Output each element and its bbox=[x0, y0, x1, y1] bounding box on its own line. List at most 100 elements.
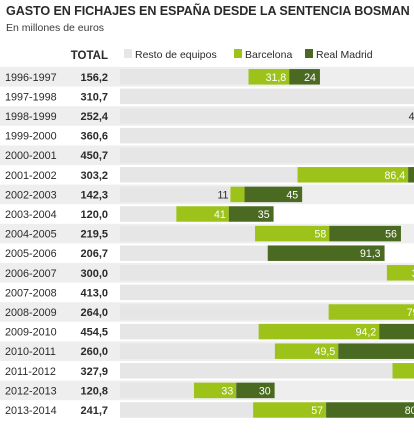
legend-label: Real Madrid bbox=[316, 49, 373, 61]
bar-barcelona bbox=[274, 343, 339, 359]
value-label-barcelona: 94,2 bbox=[356, 327, 377, 339]
bar-madrid bbox=[379, 323, 414, 340]
bar-resto bbox=[120, 323, 259, 340]
bar-madrid bbox=[289, 69, 320, 85]
legend-label: Barcelona bbox=[245, 49, 292, 61]
total-value: 303,2 bbox=[80, 170, 108, 182]
season-label: 2010-2011 bbox=[5, 346, 56, 358]
bar-barcelona bbox=[255, 225, 330, 242]
bar-barcelona bbox=[386, 265, 414, 281]
total-value: 327,9 bbox=[80, 366, 108, 378]
value-label-barcelona: 41 bbox=[214, 209, 226, 221]
season-label: 2011-2012 bbox=[5, 366, 56, 378]
total-value: 413,0 bbox=[80, 287, 108, 299]
value-label-barcelona: 31 bbox=[412, 268, 414, 280]
bar-barcelona bbox=[248, 69, 290, 85]
bar-barcelona bbox=[258, 323, 380, 340]
chart-subtitle: En millones de euros bbox=[6, 22, 105, 34]
total-value: 252,4 bbox=[80, 111, 108, 123]
total-value: 120,0 bbox=[80, 209, 108, 221]
value-label-barcelona: 79,5 bbox=[407, 307, 414, 319]
bar-resto bbox=[120, 402, 254, 418]
season-label: 2006-2007 bbox=[5, 268, 57, 280]
total-value: 120,8 bbox=[80, 385, 108, 397]
value-label-madrid: 24 bbox=[304, 72, 316, 84]
bar-resto bbox=[120, 108, 414, 124]
bar-barcelona bbox=[328, 304, 414, 320]
bar-madrid bbox=[267, 245, 385, 261]
bar-resto bbox=[120, 225, 256, 242]
season-label: 2002-2003 bbox=[5, 189, 57, 201]
value-label-barcelona: 49,5 bbox=[315, 346, 336, 358]
legend-label: Resto de equipos bbox=[135, 49, 217, 61]
chart-title: GASTO EN FICHAJES EN ESPAÑA DESDE LA SEN… bbox=[6, 4, 410, 18]
bar-barcelona bbox=[193, 382, 237, 399]
value-label-madrid: 35 bbox=[258, 209, 270, 221]
value-label-barcelona: 33 bbox=[221, 385, 233, 397]
bar-madrid bbox=[326, 402, 414, 418]
bar-resto bbox=[120, 304, 329, 320]
total-value: 219,5 bbox=[80, 229, 108, 241]
season-label: 2001-2002 bbox=[5, 170, 57, 182]
value-label-barcelona: 4,2 bbox=[409, 111, 414, 123]
total-value: 360,6 bbox=[80, 131, 108, 143]
value-label-barcelona: 86,4 bbox=[385, 170, 406, 182]
bar-madrid bbox=[408, 167, 414, 183]
season-label: 1999-2000 bbox=[5, 131, 57, 143]
total-value: 310,7 bbox=[80, 91, 108, 103]
bar-barcelona bbox=[392, 363, 414, 379]
bar-madrid bbox=[236, 382, 275, 399]
legend-swatch bbox=[305, 49, 313, 58]
season-label: 2013-2014 bbox=[5, 405, 57, 417]
total-value: 450,7 bbox=[80, 150, 108, 162]
total-value: 454,5 bbox=[80, 327, 108, 339]
bar-resto bbox=[120, 245, 268, 261]
total-value: 260,0 bbox=[80, 346, 108, 358]
bar-barcelona bbox=[230, 186, 245, 203]
value-label-barcelona: 31,8 bbox=[266, 72, 287, 84]
total-value: 264,0 bbox=[80, 307, 108, 319]
bar-barcelona bbox=[176, 206, 229, 222]
legend-swatch bbox=[234, 49, 242, 58]
value-label-barcelona: 11 bbox=[217, 189, 228, 201]
season-label: 1996-1997 bbox=[5, 72, 57, 84]
bar-resto bbox=[120, 265, 387, 281]
bar-resto bbox=[120, 88, 414, 105]
bar-resto bbox=[120, 127, 414, 144]
value-label-madrid: 56 bbox=[385, 229, 397, 241]
season-label: 1997-1998 bbox=[5, 91, 57, 103]
total-value: 300,0 bbox=[80, 268, 108, 280]
season-label: 2000-2001 bbox=[5, 150, 57, 162]
bar-resto bbox=[120, 284, 414, 301]
legend-swatch bbox=[124, 49, 132, 58]
season-label: 2004-2005 bbox=[5, 229, 57, 241]
value-label-madrid: 91,3 bbox=[360, 248, 381, 260]
bar-resto bbox=[120, 382, 194, 399]
season-label: 2009-2010 bbox=[5, 327, 57, 339]
season-label: 2008-2009 bbox=[5, 307, 57, 319]
bar-resto bbox=[120, 147, 414, 163]
bar-resto bbox=[120, 363, 393, 379]
bar-resto bbox=[120, 167, 298, 183]
value-label-madrid: 80,7 bbox=[405, 405, 414, 417]
bar-resto bbox=[120, 186, 231, 203]
season-label: 2005-2006 bbox=[5, 248, 57, 260]
bar-resto bbox=[120, 343, 275, 359]
bar-madrid bbox=[338, 343, 414, 359]
bar-madrid bbox=[329, 225, 401, 242]
bar-resto bbox=[120, 206, 177, 222]
value-label-barcelona: 58 bbox=[314, 229, 326, 241]
total-value: 241,7 bbox=[80, 405, 108, 417]
season-label: 2012-2013 bbox=[5, 385, 57, 397]
bar-madrid bbox=[244, 186, 303, 203]
bar-resto bbox=[120, 69, 249, 85]
bar-madrid bbox=[228, 206, 274, 222]
value-label-madrid: 30 bbox=[259, 385, 271, 397]
season-label: 2003-2004 bbox=[5, 209, 57, 221]
season-label: 1998-1999 bbox=[5, 111, 57, 123]
total-value: 156,2 bbox=[80, 72, 108, 84]
total-value: 142,3 bbox=[80, 189, 108, 201]
bar-barcelona bbox=[253, 402, 327, 418]
total-value: 206,7 bbox=[80, 248, 108, 260]
